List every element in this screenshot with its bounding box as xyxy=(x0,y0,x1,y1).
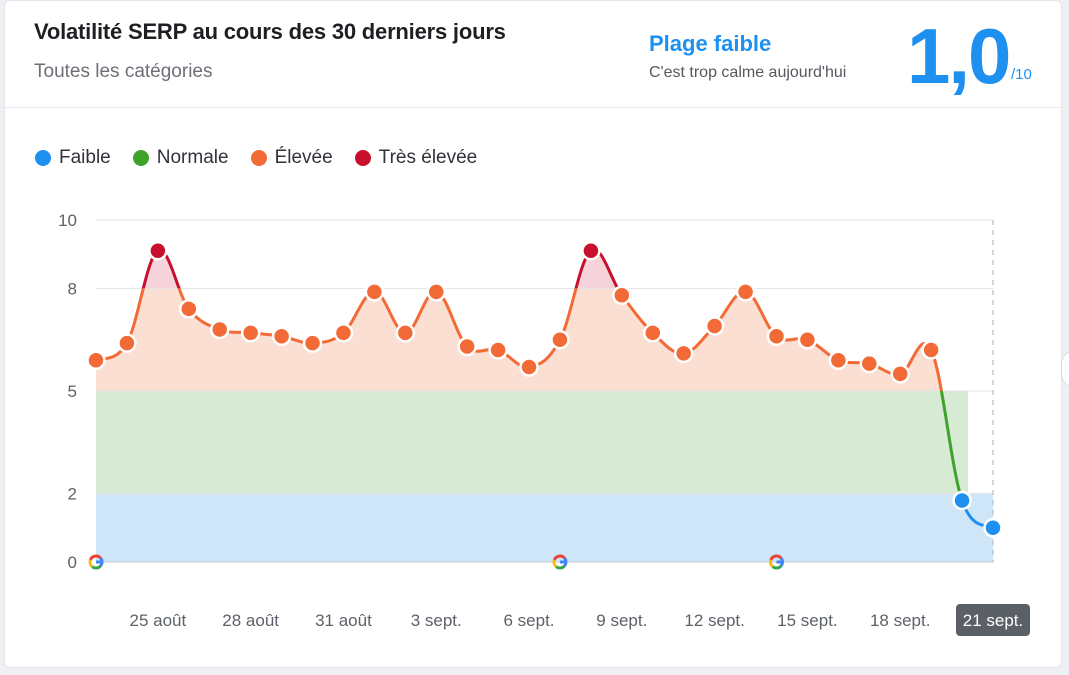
data-point xyxy=(302,333,323,353)
series-line-elevee xyxy=(95,288,943,391)
status-description: C'est trop calme aujourd'hui xyxy=(649,64,847,81)
data-point xyxy=(271,326,292,347)
data-point xyxy=(86,350,106,370)
y-tick-label: 5 xyxy=(68,382,77,401)
band-normale xyxy=(96,391,969,494)
data-point xyxy=(704,316,725,336)
card-header: Volatilité SERP au cours des 30 derniers… xyxy=(5,1,1061,108)
data-point xyxy=(364,282,385,302)
legend-label-tres-elevee: Très élevée xyxy=(378,147,478,168)
data-point xyxy=(921,340,941,360)
data-point xyxy=(333,323,354,343)
score-max: /10 xyxy=(1011,66,1032,83)
data-point xyxy=(581,241,601,261)
card-title: Volatilité SERP au cours des 30 derniers… xyxy=(34,19,506,44)
card-subtitle: Toutes les catégories xyxy=(34,61,213,82)
google-update-icon[interactable] xyxy=(768,554,784,570)
x-tick-label: 18 sept. xyxy=(870,611,931,630)
y-tick-label: 0 xyxy=(68,553,77,572)
legend-dot-normale xyxy=(132,150,149,166)
y-tick-label: 8 xyxy=(68,279,77,298)
legend-dot-tres-elevee xyxy=(354,150,371,166)
x-tick-label: 12 sept. xyxy=(684,611,745,630)
x-tick-label: 21 sept. xyxy=(963,611,1024,630)
data-point xyxy=(735,282,756,302)
data-point xyxy=(766,326,787,347)
google-update-icon[interactable] xyxy=(88,554,104,570)
chart-legend: Faible Normale Élevée Très élevée xyxy=(35,146,499,170)
data-point xyxy=(457,336,477,357)
x-tick-label: 15 sept. xyxy=(777,611,838,630)
data-point xyxy=(859,353,880,374)
x-tick-label: 6 sept. xyxy=(504,611,555,630)
legend-label-elevee: Élevée xyxy=(274,147,333,168)
data-point xyxy=(240,323,261,343)
legend-item-elevee[interactable]: Élevée xyxy=(250,147,333,169)
legend-item-faible[interactable]: Faible xyxy=(35,147,111,169)
data-point xyxy=(890,364,910,384)
legend-dot-faible xyxy=(35,150,51,166)
x-tick-label: 31 août xyxy=(315,611,372,630)
carousel-next-handle[interactable] xyxy=(1061,350,1069,388)
data-point xyxy=(179,299,199,319)
data-point xyxy=(519,357,539,377)
x-label-highlight xyxy=(956,604,1030,636)
data-point xyxy=(550,329,570,350)
y-tick-label: 10 xyxy=(58,211,77,230)
status-label: Plage faible xyxy=(649,31,772,56)
x-tick-label: 3 sept. xyxy=(411,611,462,630)
data-point xyxy=(612,285,632,305)
area-elevee xyxy=(96,288,942,391)
band-faible xyxy=(96,493,993,562)
legend-item-tres-elevee[interactable]: Très élevée xyxy=(354,147,478,169)
y-tick-label: 2 xyxy=(68,485,77,504)
x-tick-label: 25 août xyxy=(129,611,186,630)
x-tick-label: 28 août xyxy=(222,611,279,630)
data-point xyxy=(952,490,972,511)
data-point xyxy=(117,333,137,353)
data-point xyxy=(983,518,1003,538)
data-point xyxy=(148,241,168,261)
legend-dot-elevee xyxy=(250,150,267,166)
data-point xyxy=(488,340,508,360)
data-point xyxy=(643,323,663,343)
volatility-card: Volatilité SERP au cours des 30 derniers… xyxy=(4,0,1062,668)
data-point xyxy=(209,319,230,340)
data-point xyxy=(673,343,694,364)
google-update-icon[interactable] xyxy=(552,554,568,570)
legend-label-normale: Normale xyxy=(156,147,229,168)
legend-item-normale[interactable]: Normale xyxy=(132,147,229,169)
volatility-score: 1,0 xyxy=(907,12,1011,100)
data-point xyxy=(426,282,446,302)
data-point xyxy=(797,329,818,350)
data-point xyxy=(828,350,849,370)
data-point xyxy=(395,323,416,343)
volatility-chart: 0 2 5 8 10 25 août 28 août 31 août 3 sept. 6 sept… xyxy=(58,211,1030,636)
legend-label-faible: Faible xyxy=(59,147,111,168)
x-tick-label: 9 sept. xyxy=(596,611,647,630)
